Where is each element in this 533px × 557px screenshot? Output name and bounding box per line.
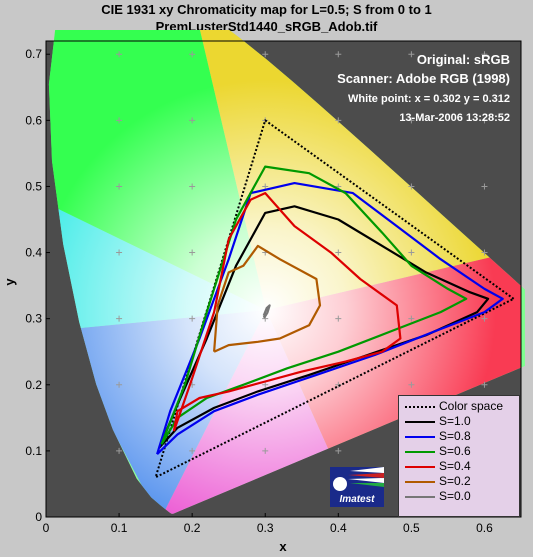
annotation-white-point: White point: x = 0.302 y = 0.312 xyxy=(348,93,510,105)
grid-plus xyxy=(189,249,196,256)
grid-plus xyxy=(262,447,269,454)
grid-plus xyxy=(189,447,196,454)
y-tick-label: 0.1 xyxy=(25,444,42,458)
y-tick-label: 0.4 xyxy=(25,246,42,260)
logo-text: Imatest xyxy=(339,494,375,505)
grid-plus xyxy=(408,249,415,256)
series-line-s-0-2 xyxy=(213,244,322,353)
x-tick-label: 0.1 xyxy=(111,521,128,535)
grid-plus xyxy=(408,315,415,322)
legend-item-s1: S=1.0 xyxy=(399,414,519,429)
legend-item-s04: S=0.4 xyxy=(399,459,519,474)
x-tick-label: 0.2 xyxy=(184,521,201,535)
imatest-logo: Imatest xyxy=(330,467,384,507)
legend-item-s0: S=0.0 xyxy=(399,489,519,504)
legend-swatch-s04 xyxy=(405,466,435,468)
legend-item-color-space: Color space xyxy=(399,399,519,414)
series-line-s-0-0 xyxy=(262,304,271,319)
series-line-s-0-8 xyxy=(156,182,504,455)
grid-plus xyxy=(481,117,488,124)
x-tick-label: 0.6 xyxy=(476,521,493,535)
x-tick-label: 0.3 xyxy=(257,521,274,535)
x-axis-label: x xyxy=(279,539,287,554)
legend-label: S=0.0 xyxy=(439,489,471,503)
grid-plus xyxy=(408,117,415,124)
grid-plus xyxy=(335,51,342,58)
legend-swatch-s0 xyxy=(405,496,435,498)
y-tick-label: 0.7 xyxy=(25,47,42,61)
grid-plus xyxy=(481,183,488,190)
grid-plus xyxy=(481,381,488,388)
legend-swatch-s08 xyxy=(405,436,435,438)
y-tick-label: 0.5 xyxy=(25,179,42,193)
y-tick-label: 0 xyxy=(35,510,42,524)
grid-plus xyxy=(335,117,342,124)
legend-label: S=0.4 xyxy=(439,459,471,473)
grid-plus xyxy=(481,249,488,256)
x-tick-label: 0.4 xyxy=(330,521,347,535)
legend-swatch-s06 xyxy=(405,451,435,453)
grid-plus xyxy=(335,315,342,322)
series-layer xyxy=(154,119,515,479)
grid-plus xyxy=(335,447,342,454)
legend-swatch-color-space xyxy=(405,406,435,408)
grid-plus xyxy=(116,51,123,58)
legend-label: S=1.0 xyxy=(439,414,471,428)
annotation-original: Original: sRGB xyxy=(417,52,510,67)
annotation-scanner: Scanner: Adobe RGB (1998) xyxy=(337,71,510,86)
legend-item-s02: S=0.2 xyxy=(399,474,519,489)
annotation-date: 13-Mar-2006 13:28:52 xyxy=(399,112,510,124)
chart-title: CIE 1931 xy Chromaticity map for L=0.5; … xyxy=(101,2,432,17)
legend-label: Color space xyxy=(439,399,504,413)
legend-swatch-s1 xyxy=(405,421,435,423)
x-axis-ticks: 0 0.1 0.2 0.3 0.4 0.5 0.6 xyxy=(43,513,493,535)
grid-plus xyxy=(116,183,123,190)
legend-label: S=0.8 xyxy=(439,429,471,443)
legend-swatch-s02 xyxy=(405,481,435,483)
grid-markers xyxy=(116,51,488,454)
legend-item-s06: S=0.6 xyxy=(399,444,519,459)
grid-plus xyxy=(408,381,415,388)
legend-item-s08: S=0.8 xyxy=(399,429,519,444)
legend-label: S=0.6 xyxy=(439,444,471,458)
legend-label: S=0.2 xyxy=(439,474,471,488)
grid-plus xyxy=(116,117,123,124)
grid-plus xyxy=(335,249,342,256)
y-tick-label: 0.2 xyxy=(25,378,42,392)
grid-plus xyxy=(189,315,196,322)
plot-frame xyxy=(45,40,522,518)
legend: Color space S=1.0 S=0.8 S=0.6 S=0.4 S=0.… xyxy=(398,395,520,517)
y-tick-label: 0.6 xyxy=(25,113,42,127)
x-tick-label: 0 xyxy=(43,521,50,535)
grid-plus xyxy=(116,315,123,322)
grid-plus xyxy=(262,183,269,190)
y-tick-label: 0.3 xyxy=(25,312,42,326)
grid-plus xyxy=(189,117,196,124)
grid-plus xyxy=(116,381,123,388)
grid-plus xyxy=(408,51,415,58)
grid-plus xyxy=(262,381,269,388)
grid-plus xyxy=(189,183,196,190)
series-line-s-1-0 xyxy=(158,205,490,449)
grid-plus xyxy=(481,315,488,322)
grid-plus xyxy=(408,183,415,190)
grid-plus xyxy=(116,249,123,256)
y-axis-ticks: 0 0.1 0.2 0.3 0.4 0.5 0.6 0.7 xyxy=(25,47,50,524)
series-line-s-0-4 xyxy=(172,192,402,432)
grid-plus xyxy=(481,51,488,58)
grid-plus xyxy=(189,51,196,58)
grid-plus xyxy=(116,447,123,454)
grid-plus xyxy=(262,51,269,58)
series-line-s-0-6 xyxy=(160,165,468,445)
x-tick-label: 0.5 xyxy=(403,521,420,535)
y-axis-label: y xyxy=(2,278,17,286)
